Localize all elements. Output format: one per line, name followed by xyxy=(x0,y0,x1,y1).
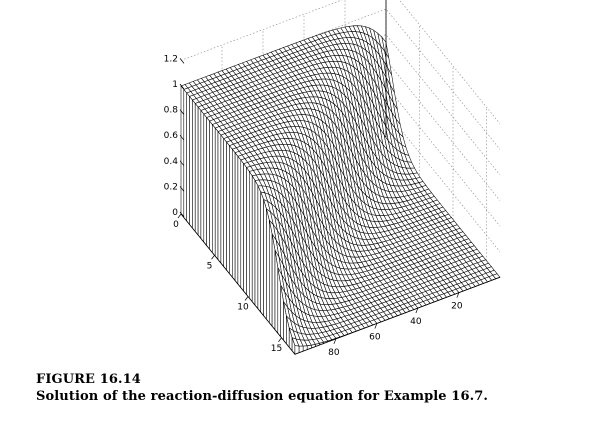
time-tick-mark xyxy=(415,307,419,314)
space-tick-mark xyxy=(278,337,282,342)
surface-cell xyxy=(223,137,227,271)
z-tick-mark xyxy=(179,109,185,115)
surface-cell xyxy=(209,120,213,254)
time-tick-mark xyxy=(333,338,337,344)
z-tick-label: 1 xyxy=(172,80,178,90)
surface-cell xyxy=(254,180,259,310)
surface-cell xyxy=(197,106,202,240)
space-tick-label: 5 xyxy=(207,261,213,271)
z-tick-mark xyxy=(179,83,185,90)
space-tick-mark xyxy=(211,255,215,260)
space-tick-label: 0 xyxy=(173,220,179,230)
surface-cell xyxy=(212,123,216,257)
surface-cell xyxy=(234,151,239,285)
tick-labels: 0 0.2 0.4 0.6 0.8 1 1.2 0 5 10 15 20 40 60 80 xyxy=(164,54,463,357)
figure-label: FIGURE 16.14 xyxy=(36,372,141,387)
surface-cell xyxy=(269,220,273,327)
time-axis-line xyxy=(294,276,501,355)
z-tick-label: 1.2 xyxy=(164,54,178,64)
time-tick-label: 80 xyxy=(328,348,340,358)
surface-cell xyxy=(220,134,224,268)
z-tick-mark xyxy=(179,211,185,218)
z-tick-mark xyxy=(179,186,185,192)
surface-cell xyxy=(232,148,236,282)
surface-cell xyxy=(214,127,219,261)
surface-cell xyxy=(203,113,207,247)
surface-cell xyxy=(243,162,247,296)
surface-cell xyxy=(237,155,242,289)
z-tick-label: 0.4 xyxy=(164,157,179,167)
time-tick-label: 40 xyxy=(410,317,422,327)
surface-cell xyxy=(240,159,244,292)
space-axis-line xyxy=(180,213,296,355)
surface-cell xyxy=(206,116,210,250)
surface-cell xyxy=(186,92,190,226)
surface-cell xyxy=(189,95,193,229)
time-tick-label: 60 xyxy=(369,332,381,342)
z-tick-mark xyxy=(179,58,185,64)
surface-cell xyxy=(260,191,264,317)
z-tick-label: 0.2 xyxy=(164,182,178,192)
time-tick-mark xyxy=(456,292,460,298)
axes-lines xyxy=(180,0,501,355)
z-tick-label: 0.8 xyxy=(164,106,179,116)
time-tick-label: 20 xyxy=(451,302,463,312)
z-tick-label: 0.6 xyxy=(164,131,179,141)
surface-cell xyxy=(192,99,196,233)
z-tick-mark xyxy=(179,134,185,141)
surface-cell xyxy=(194,102,199,236)
space-tick-label: 10 xyxy=(237,303,249,313)
surface-cell xyxy=(217,130,222,264)
surface-cell xyxy=(257,185,261,313)
surface-plot: 0 0.2 0.4 0.6 0.8 1 1.2 0 5 10 15 20 40 60 80 xyxy=(164,0,501,358)
surface-cell xyxy=(183,88,187,222)
surface-cell xyxy=(180,85,185,219)
z-tick-label: 0 xyxy=(172,208,178,218)
surface-cell xyxy=(271,233,276,331)
space-tick-mark xyxy=(244,296,249,301)
surface-cell xyxy=(246,166,250,299)
surface-cell xyxy=(251,174,256,306)
surface-cell xyxy=(266,208,270,324)
z-tick-mark xyxy=(179,160,185,167)
time-tick-mark xyxy=(374,323,378,329)
space-tick-label: 15 xyxy=(271,344,282,354)
surface-cell xyxy=(249,170,253,303)
figure-caption: Solution of the reaction-diffusion equat… xyxy=(36,389,488,404)
surface-cell xyxy=(229,144,233,278)
surface-cell xyxy=(263,199,267,320)
surface-cell xyxy=(200,109,205,243)
surface-cell xyxy=(226,141,230,275)
space-tick-mark xyxy=(177,213,182,219)
